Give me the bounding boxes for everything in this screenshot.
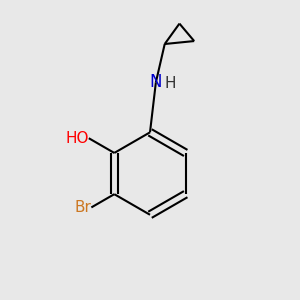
Text: H: H — [164, 76, 176, 91]
Text: Br: Br — [74, 200, 92, 215]
Text: HO: HO — [65, 131, 89, 146]
Text: N: N — [150, 73, 162, 91]
